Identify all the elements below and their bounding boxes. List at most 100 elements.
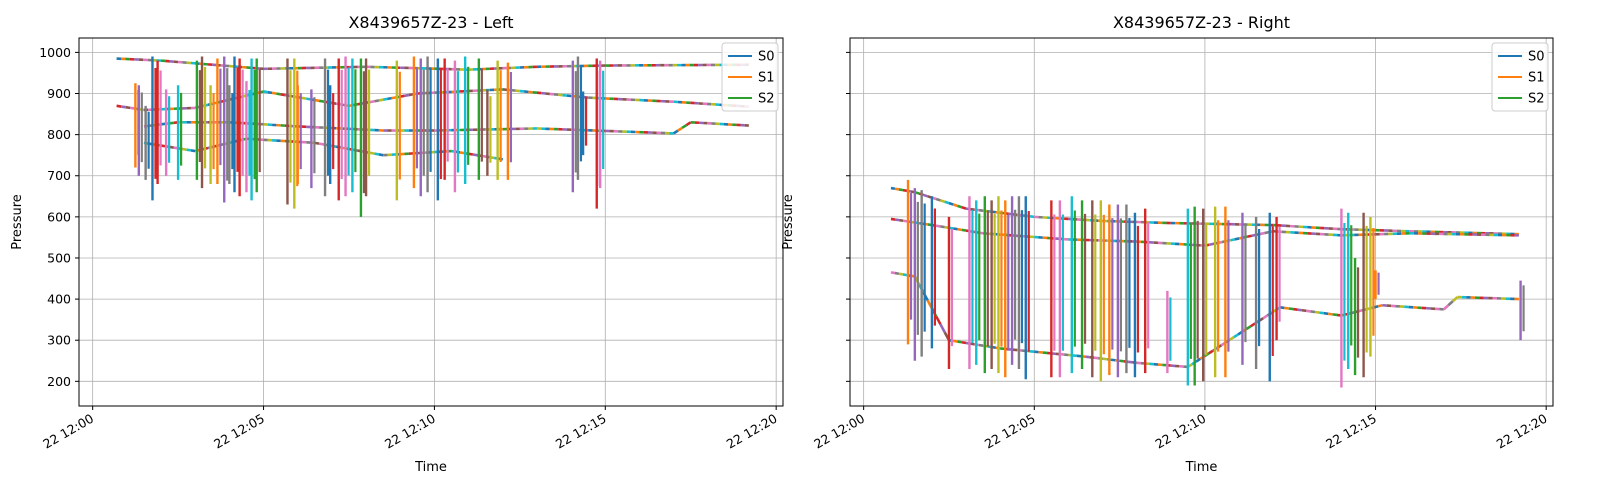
right-series-segment	[961, 340, 967, 345]
right-series-segment	[902, 273, 908, 277]
right-series-segment	[978, 343, 984, 347]
right-x-axis-label: Time	[1185, 460, 1218, 475]
left-series-segment	[186, 148, 192, 152]
left-series-segment	[271, 91, 277, 95]
left-series-segment	[459, 151, 465, 155]
left-series-segment	[672, 129, 679, 135]
right-series-segment	[890, 217, 896, 221]
right-series-segment	[1102, 357, 1107, 361]
left-series-segment	[374, 152, 380, 156]
right-series-segment	[939, 323, 946, 333]
right-series-segment	[1447, 300, 1454, 307]
left-series-segment	[314, 141, 320, 145]
right-series-segment	[903, 219, 908, 223]
right-series-segment	[1029, 215, 1035, 219]
left-y-tick-label: 500	[47, 250, 71, 265]
left-legend-label-s2: S2	[758, 92, 775, 107]
right-series-segment	[1233, 333, 1239, 339]
left-series-segment	[169, 145, 175, 149]
left-series-segment	[391, 96, 397, 100]
right-series-segment	[1279, 306, 1285, 310]
right-chart-panel: 22 12:00 22 12:05 22 12:10 22 12:15 22 12:20…	[781, 13, 1554, 475]
right-series-segment	[1328, 312, 1333, 316]
left-y-tick-label: 300	[47, 333, 71, 348]
right-series-segment	[1260, 231, 1265, 236]
left-series-segment	[378, 153, 384, 157]
right-series-segment	[961, 228, 967, 232]
left-y-tick-label: 1000	[39, 45, 71, 60]
right-series-segment	[952, 203, 958, 208]
right-series-segment	[957, 340, 962, 344]
right-series-segment	[1234, 237, 1240, 241]
left-chart-title: X8439657Z-23 - Left	[348, 13, 513, 32]
left-series-segment	[370, 151, 375, 155]
right-series-segment	[1292, 307, 1298, 311]
left-series-segment	[280, 93, 286, 97]
left-series-segment	[263, 90, 269, 94]
left-legend: S0 S1 S2	[721, 42, 779, 112]
left-y-tick-label: 200	[47, 374, 71, 389]
left-series-segment	[120, 105, 126, 109]
left-y-tick-label: 600	[47, 209, 71, 224]
right-series-segment	[948, 201, 954, 206]
left-series-segment	[400, 94, 405, 98]
right-grid	[850, 38, 1553, 406]
left-series-segment	[681, 123, 688, 129]
left-axes-frame	[78, 37, 784, 407]
left-series-segment	[276, 92, 281, 96]
right-legend-label-s0: S0	[1528, 50, 1545, 65]
left-series-segment	[374, 99, 380, 103]
left-y-tick-label: 800	[47, 127, 71, 142]
left-series-segment	[125, 105, 131, 110]
left-series-segment	[387, 96, 392, 101]
right-series-segment	[1229, 336, 1235, 341]
left-series-segment	[314, 98, 320, 103]
right-series-segment	[940, 199, 946, 204]
right-series-segment	[1442, 304, 1450, 311]
left-series-segment	[190, 149, 196, 153]
right-series-segment	[970, 207, 975, 211]
right-series-segment	[1310, 310, 1316, 314]
right-series-segment	[898, 188, 904, 192]
right-series-segment	[1195, 357, 1202, 363]
left-series-segment	[267, 90, 273, 95]
right-series-segment	[1377, 304, 1383, 308]
left-series-segment	[318, 142, 324, 146]
right-series-segment	[894, 218, 900, 222]
left-series-segment	[318, 99, 324, 103]
right-y-axis-label: Pressure	[781, 194, 796, 250]
left-series-segment	[468, 152, 474, 156]
right-legend-label-s1: S1	[1528, 71, 1545, 86]
right-series-segment	[1452, 296, 1459, 303]
left-y-tick-label: 900	[47, 86, 71, 101]
right-series-segment	[957, 204, 963, 209]
left-series-segment	[472, 153, 478, 157]
left-series-segment	[685, 121, 692, 127]
right-series-segment	[957, 227, 962, 232]
right-series-segment	[1208, 349, 1214, 355]
right-series-segment	[1306, 309, 1311, 313]
right-series-segment	[1319, 311, 1325, 315]
right-series-segment	[935, 224, 941, 228]
left-legend-label-s1: S1	[758, 71, 775, 86]
right-series-segment	[1323, 311, 1329, 316]
right-series-segment	[935, 197, 941, 202]
left-series-segment	[404, 93, 410, 98]
right-series-segment	[1264, 230, 1270, 235]
right-legend-label-s2: S2	[1528, 92, 1545, 107]
right-series-segment	[978, 208, 984, 212]
right-series-segment	[1288, 307, 1294, 311]
right-series-segment	[1245, 325, 1252, 331]
right-chart-title: X8439657Z-23 - Right	[1113, 13, 1290, 32]
right-series-segment	[953, 227, 958, 231]
right-data-lines	[890, 179, 1525, 388]
left-series-segment	[130, 106, 136, 110]
right-series-segment	[961, 206, 967, 210]
right-series-segment	[940, 225, 945, 229]
right-series-segment	[894, 187, 900, 191]
right-series-segment	[890, 271, 896, 275]
right-legend: S0 S1 S2	[1491, 42, 1549, 112]
right-series-segment	[898, 218, 904, 223]
left-legend-label-s0: S0	[758, 50, 775, 65]
